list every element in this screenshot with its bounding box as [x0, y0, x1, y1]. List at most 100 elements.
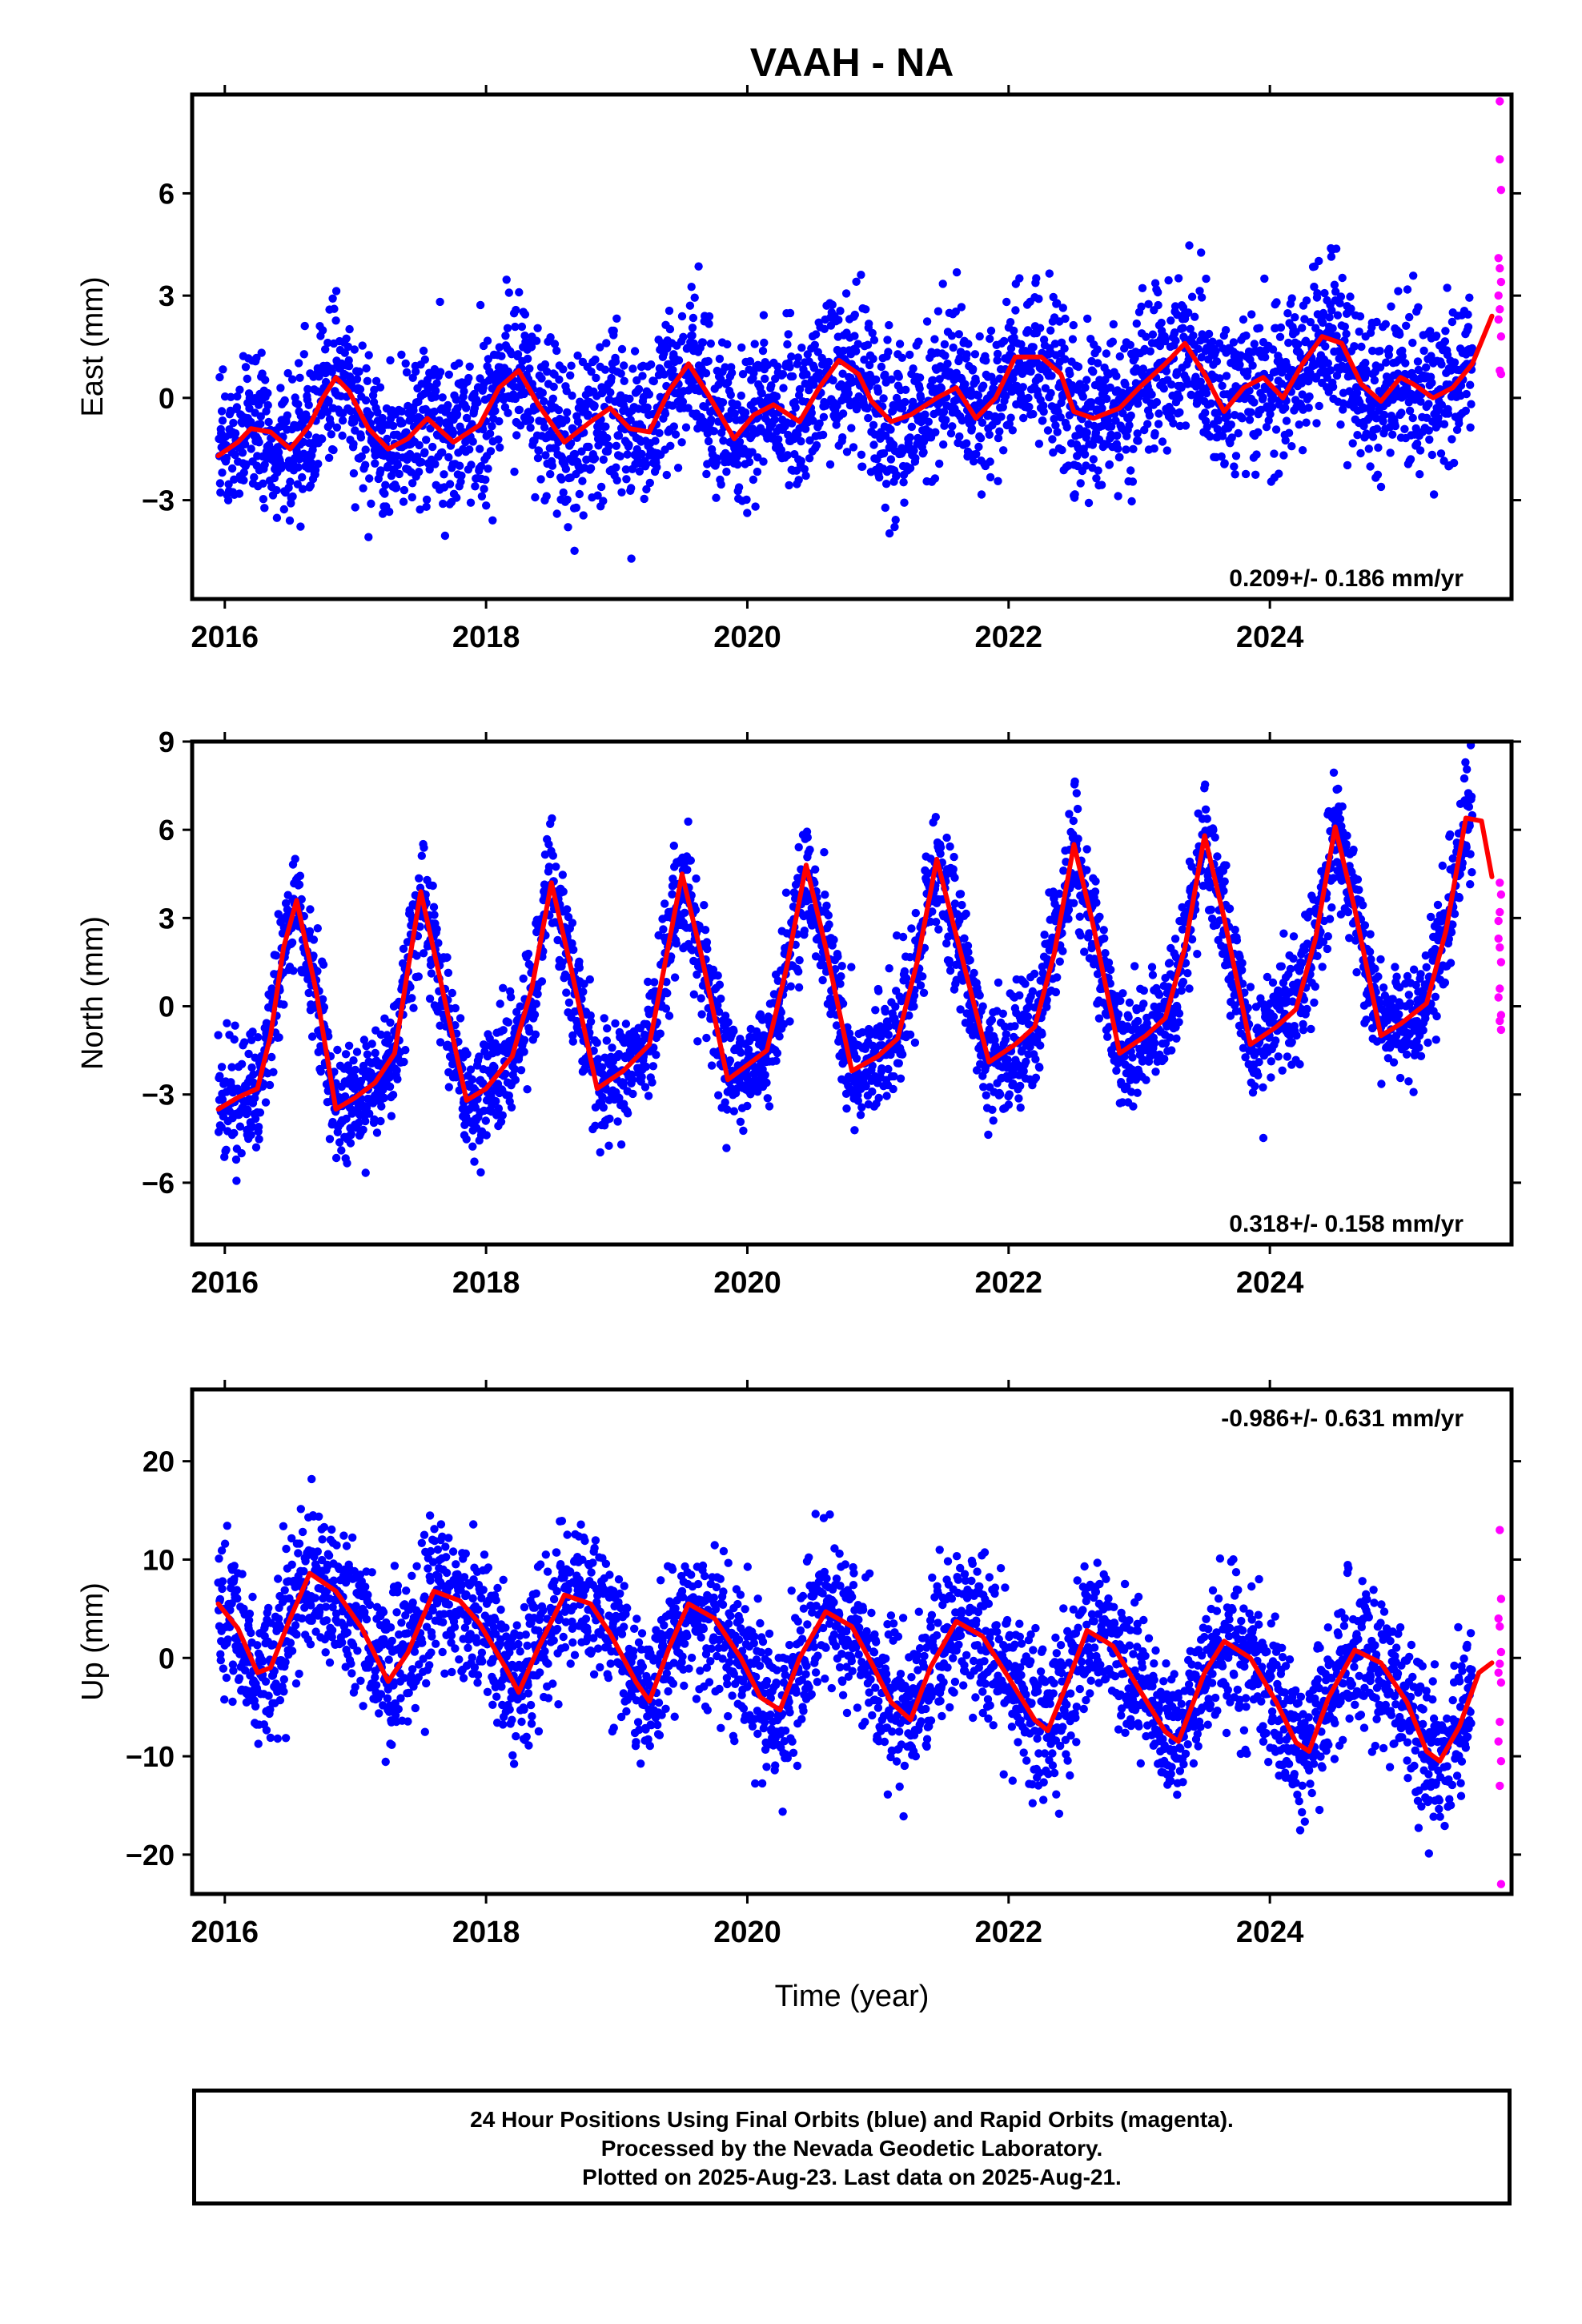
final-orbit-point [954, 330, 964, 339]
final-orbit-point [901, 385, 910, 394]
final-orbit-point [263, 400, 272, 410]
final-orbit-point [1248, 361, 1257, 370]
final-orbit-point [452, 395, 460, 404]
final-orbit-point [795, 424, 804, 433]
final-orbit-point [794, 842, 803, 852]
final-orbit-point [964, 340, 973, 348]
final-orbit-point [704, 436, 713, 446]
final-orbit-point [299, 350, 308, 359]
final-orbit-point [759, 311, 769, 320]
final-orbit-point [480, 485, 488, 493]
final-orbit-point [355, 1118, 363, 1128]
final-orbit-point [852, 347, 861, 356]
final-orbit-point [584, 442, 593, 452]
final-orbit-point [462, 404, 471, 412]
final-orbit-point [431, 392, 440, 401]
final-orbit-point [921, 410, 930, 419]
final-orbit-point [744, 1045, 753, 1054]
final-orbit-point [621, 1019, 631, 1028]
final-orbit-point [568, 391, 576, 400]
final-orbit-point [727, 368, 737, 377]
final-orbit-point [343, 342, 352, 352]
final-orbit-point [819, 412, 829, 421]
final-orbit-point [813, 348, 822, 356]
final-orbit-point [520, 1035, 529, 1045]
final-orbit-point [517, 322, 527, 332]
final-orbit-point [1150, 428, 1159, 438]
final-orbit-point [1177, 383, 1186, 392]
final-orbit-point [482, 501, 491, 510]
final-orbit-point [397, 407, 406, 416]
north-final-orbit-points [214, 742, 1477, 1185]
final-orbit-point [1346, 292, 1355, 301]
final-orbit-point [934, 307, 943, 316]
final-orbit-point [1194, 344, 1203, 353]
final-orbit-point [1267, 403, 1277, 412]
final-orbit-point [1386, 448, 1395, 457]
final-orbit-point [897, 353, 907, 362]
final-orbit-point [1245, 416, 1255, 424]
final-orbit-point [367, 499, 375, 509]
final-orbit-point [415, 874, 424, 883]
final-orbit-point [573, 417, 583, 426]
final-orbit-point [349, 1056, 358, 1065]
final-orbit-point [832, 1021, 841, 1030]
final-orbit-point [881, 370, 889, 379]
final-orbit-point [612, 441, 620, 450]
final-orbit-point [1254, 428, 1263, 436]
final-orbit-point [476, 461, 486, 471]
final-orbit-point [231, 1021, 239, 1030]
final-orbit-point [1364, 444, 1374, 453]
final-orbit-point [577, 447, 586, 456]
final-orbit-point [344, 362, 354, 371]
final-orbit-point [231, 450, 239, 460]
final-orbit-point [1202, 274, 1211, 283]
final-orbit-point [1015, 274, 1024, 283]
final-orbit-point [363, 376, 372, 385]
final-orbit-point [718, 398, 728, 407]
final-orbit-point [570, 449, 580, 459]
final-orbit-point [885, 529, 894, 538]
final-orbit-point [916, 393, 926, 402]
final-orbit-point [801, 424, 810, 433]
final-orbit-point [717, 994, 725, 1003]
final-orbit-point [857, 450, 866, 459]
final-orbit-point [1328, 382, 1338, 392]
final-orbit-point [915, 373, 925, 382]
final-orbit-point [760, 338, 769, 348]
final-orbit-point [1321, 342, 1330, 351]
final-orbit-point [788, 372, 797, 381]
final-orbit-point [350, 345, 359, 354]
final-orbit-point [745, 356, 755, 366]
final-orbit-point [791, 403, 800, 412]
final-orbit-point [869, 336, 879, 344]
final-orbit-point [365, 474, 374, 483]
final-orbit-point [599, 1103, 608, 1112]
final-orbit-point [743, 509, 752, 517]
final-orbit-point [761, 1071, 769, 1080]
final-orbit-point [425, 994, 435, 1003]
final-orbit-point [248, 1027, 257, 1036]
final-orbit-point [432, 386, 440, 396]
final-orbit-point [502, 275, 511, 284]
final-orbit-point [486, 447, 496, 456]
final-orbit-point [1385, 344, 1394, 353]
final-orbit-point [628, 1076, 637, 1084]
final-orbit-point [1373, 470, 1383, 479]
final-orbit-point [593, 491, 602, 500]
final-orbit-point [875, 473, 884, 482]
final-orbit-point [419, 949, 428, 958]
final-orbit-point [251, 1114, 260, 1124]
final-orbit-point [863, 404, 872, 413]
final-orbit-point [481, 475, 490, 485]
final-orbit-point [254, 1033, 263, 1042]
final-orbit-point [1093, 359, 1102, 368]
final-orbit-point [793, 360, 802, 368]
final-orbit-point [1170, 302, 1180, 311]
final-orbit-point [986, 326, 996, 336]
final-orbit-point [924, 417, 934, 426]
final-orbit-point [1406, 455, 1415, 464]
final-orbit-point [1395, 330, 1404, 339]
final-orbit-point [370, 1115, 379, 1124]
final-orbit-point [719, 436, 728, 445]
